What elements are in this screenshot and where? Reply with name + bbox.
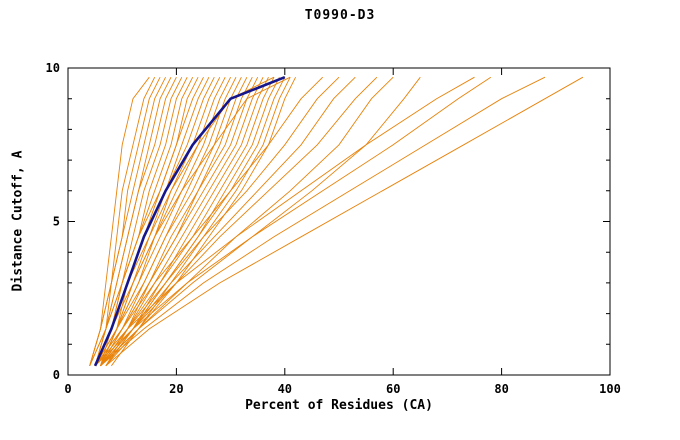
- model-line: [100, 76, 237, 367]
- model-line: [100, 76, 204, 366]
- model-line: [100, 76, 248, 367]
- model-line: [100, 76, 546, 367]
- x-axis-label: Percent of Residues (CA): [245, 398, 433, 413]
- model-line: [89, 76, 150, 366]
- x-tick-label: 60: [386, 382, 400, 396]
- y-tick-label: 0: [53, 368, 60, 382]
- median-line: [93, 75, 286, 367]
- model-line: [100, 76, 275, 367]
- model-line: [100, 76, 264, 367]
- model-line: [100, 76, 291, 366]
- model-line: [94, 76, 161, 366]
- x-tick-label: 0: [64, 382, 71, 396]
- x-tick-label: 20: [169, 382, 183, 396]
- model-line: [89, 76, 177, 366]
- model-line: [94, 76, 324, 367]
- model-line: [94, 76, 242, 367]
- axis-ticks: [67, 67, 611, 376]
- x-tick-label: 100: [599, 382, 621, 396]
- model-line: [100, 76, 286, 367]
- model-line: [100, 76, 421, 367]
- x-tick-label: 80: [494, 382, 508, 396]
- y-tick-label: 10: [46, 61, 60, 75]
- model-line: [100, 76, 394, 367]
- x-tick-label: 40: [278, 382, 292, 396]
- model-line: [89, 76, 199, 366]
- model-line: [100, 76, 340, 367]
- model-line: [100, 76, 215, 366]
- model-line: [94, 76, 475, 367]
- y-tick-label: 5: [53, 215, 60, 229]
- model-line: [89, 76, 167, 366]
- model-line: [94, 76, 378, 367]
- model-line: [105, 76, 253, 367]
- model-line: [105, 76, 584, 367]
- model-line: [94, 76, 232, 367]
- chart-title: T0990-D3: [304, 8, 376, 23]
- model-line: [94, 76, 259, 367]
- model-line: [100, 76, 492, 367]
- model-line: [105, 76, 269, 367]
- model-line: [105, 76, 291, 367]
- model-line: [100, 76, 356, 367]
